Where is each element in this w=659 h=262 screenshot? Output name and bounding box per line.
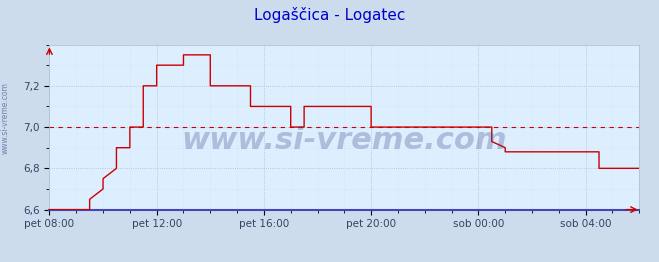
Text: Logaščica - Logatec: Logaščica - Logatec bbox=[254, 7, 405, 23]
Text: www.si-vreme.com: www.si-vreme.com bbox=[181, 126, 507, 155]
Text: www.si-vreme.com: www.si-vreme.com bbox=[1, 82, 10, 154]
